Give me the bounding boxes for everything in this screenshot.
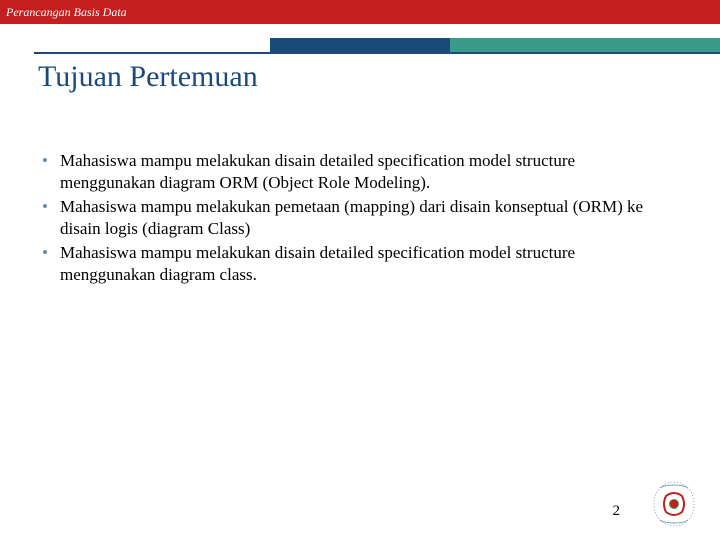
header-bar: Perancangan Basis Data	[0, 0, 720, 24]
course-title: Perancangan Basis Data	[6, 5, 127, 20]
accent-strip	[270, 38, 720, 52]
bullet-item: Mahasiswa mampu melakukan disain detaile…	[38, 242, 670, 286]
university-logo	[646, 476, 702, 532]
title-wrap: Tujuan Pertemuan	[38, 60, 258, 94]
logo-svg	[646, 476, 702, 532]
body-content: Mahasiswa mampu melakukan disain detaile…	[38, 150, 670, 289]
slide-container: Perancangan Basis Data Tujuan Pertemuan …	[0, 0, 720, 540]
title-underline	[34, 52, 720, 54]
bullet-list: Mahasiswa mampu melakukan disain detaile…	[38, 150, 670, 287]
bullet-item: Mahasiswa mampu melakukan disain detaile…	[38, 150, 670, 194]
bullet-item: Mahasiswa mampu melakukan pemetaan (mapp…	[38, 196, 670, 240]
page-number: 2	[613, 503, 621, 520]
slide-title: Tujuan Pertemuan	[38, 60, 258, 94]
